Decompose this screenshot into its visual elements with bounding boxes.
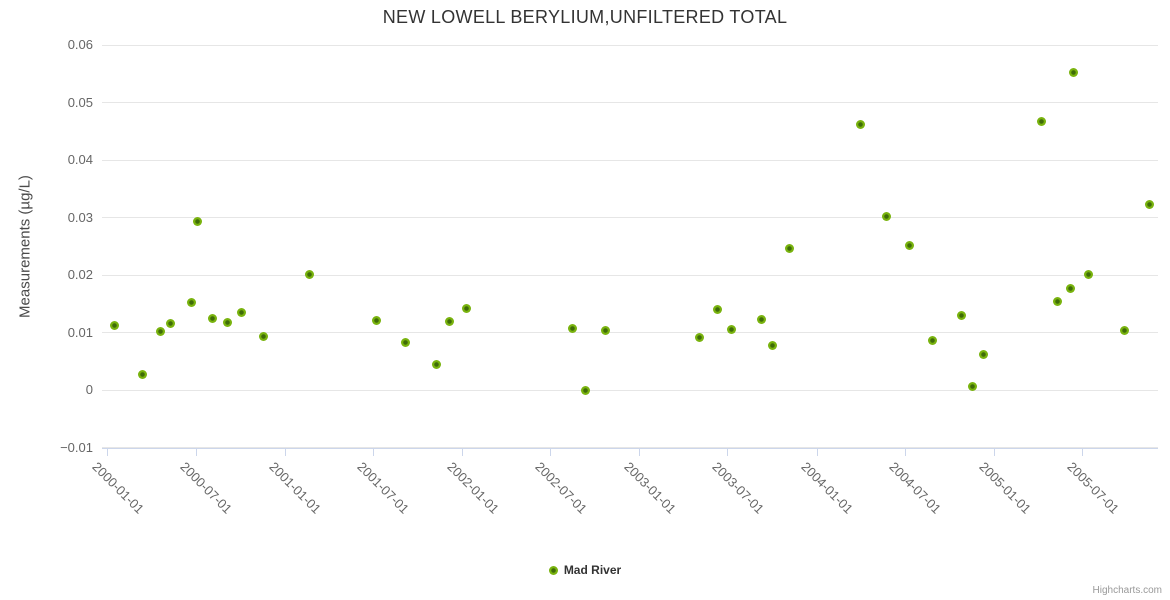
data-point[interactable] [138,369,148,379]
data-point[interactable] [601,325,611,335]
data-point[interactable] [431,360,441,370]
y-axis-label: 0.03 [67,209,93,225]
x-axis-label: 2000-07-01 [177,459,236,517]
data-point[interactable] [462,303,472,313]
x-axis-label: 2001-07-01 [354,459,413,517]
gridline [101,44,1159,46]
data-point[interactable] [109,321,119,331]
gridline [101,389,1159,391]
data-point[interactable] [305,270,315,280]
x-axis-label: 2003-07-01 [709,459,767,517]
y-axis-label: 0.06 [67,37,93,53]
x-axis-label: 2002-07-01 [531,459,590,517]
data-point[interactable] [237,308,247,318]
data-point[interactable] [979,350,989,360]
axis-tick [107,448,109,456]
data-point[interactable] [1083,269,1093,279]
legend-label: Mad River [563,563,622,577]
axis-tick [372,448,374,456]
axis-tick [994,448,996,456]
data-point[interactable] [1144,200,1154,210]
y-axis-label: 0.05 [67,94,93,110]
legend[interactable]: Mad River [0,563,1170,577]
x-axis-label: 2004-01-01 [798,459,857,517]
data-point[interactable] [1036,117,1046,127]
legend-marker-icon [548,565,558,575]
axis-tick [727,448,729,456]
data-point[interactable] [155,326,165,336]
axis-tick [1082,448,1084,456]
data-point[interactable] [855,120,865,130]
y-axis-label: −0.01 [60,439,93,455]
data-point[interactable] [187,298,197,308]
data-point[interactable] [1069,67,1079,77]
x-axis-label: 2003-01-01 [621,459,679,517]
x-axis-label: 2000-01-01 [89,459,147,517]
data-point[interactable] [695,333,705,343]
data-point[interactable] [767,341,777,351]
x-axis-label: 2001-01-01 [266,459,325,517]
data-point[interactable] [713,305,723,315]
data-point[interactable] [756,315,766,325]
data-point[interactable] [568,323,578,333]
credits-link[interactable]: Highcharts.com [1092,585,1162,596]
data-point[interactable] [1052,296,1062,306]
data-point[interactable] [1120,325,1130,335]
axis-tick [550,448,552,456]
data-point[interactable] [372,315,382,325]
data-point[interactable] [927,336,937,346]
x-axis-line [101,447,1159,449]
axis-tick [904,448,906,456]
data-point[interactable] [727,325,737,335]
axis-tick [639,448,641,456]
chart-title: NEW LOWELL BERYLIUM,UNFILTERED TOTAL [382,7,788,27]
x-axis-label: 2005-07-01 [1064,459,1122,517]
data-point[interactable] [208,314,218,324]
data-point[interactable] [222,318,232,328]
data-point[interactable] [580,385,590,395]
axis-tick [195,448,197,456]
x-axis-label: 2002-01-01 [444,459,502,517]
x-axis-label: 2004-07-01 [886,459,945,517]
y-axis-label: 0.01 [67,324,93,340]
data-point[interactable] [882,212,892,222]
gridline [101,159,1159,161]
gridline [101,217,1159,219]
data-point[interactable] [166,319,176,329]
y-axis-label: 0.02 [67,267,93,283]
gridline [101,102,1159,104]
data-point[interactable] [401,338,411,348]
data-point[interactable] [1065,284,1075,293]
y-axis-label: 0 [85,382,93,398]
data-point[interactable] [444,316,454,326]
data-point[interactable] [904,240,914,250]
gridline [101,332,1159,334]
axis-tick [284,448,286,456]
y-axis-title: Measurements (µg/L) [16,175,34,318]
data-point[interactable] [192,217,202,227]
y-axis-label: 0.04 [67,152,93,168]
axis-tick [816,448,818,456]
data-point[interactable] [258,331,268,341]
data-point[interactable] [968,381,978,391]
x-axis-label: 2005-01-01 [976,459,1034,517]
axis-tick [462,448,464,456]
data-point[interactable] [957,311,967,321]
data-point[interactable] [784,244,794,254]
gridline [101,274,1159,276]
